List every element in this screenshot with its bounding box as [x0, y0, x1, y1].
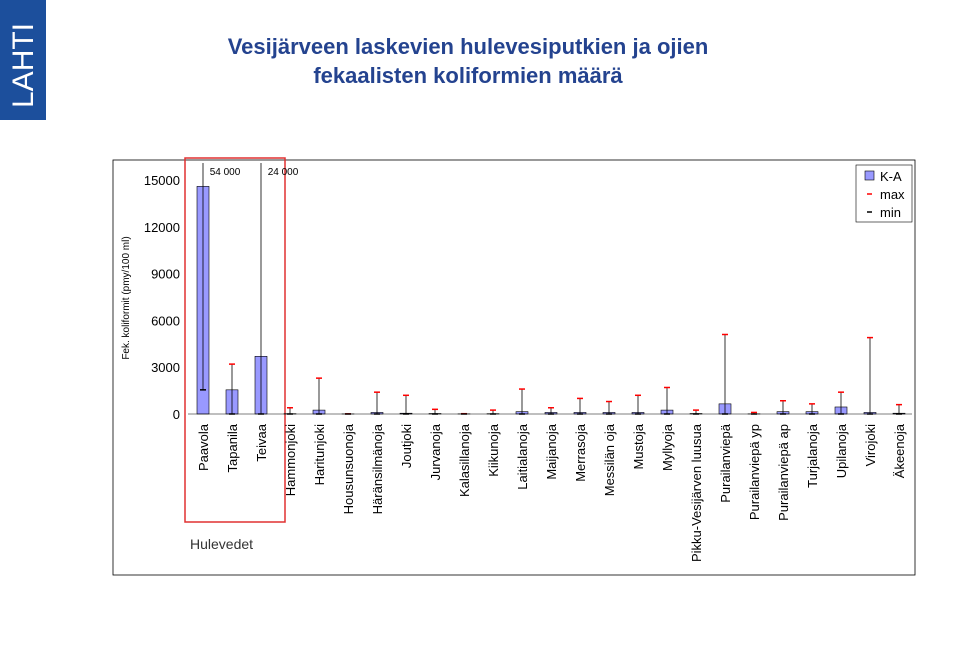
x-tick-label: Laitialanoja — [515, 423, 530, 490]
x-tick-label: Messilän oja — [602, 423, 617, 496]
x-tick-label: Purailanviepä — [718, 423, 733, 503]
x-tick-label: Turjalanoja — [805, 423, 820, 488]
x-tick-label: Myllyoja — [660, 423, 675, 471]
chart-frame — [113, 160, 915, 575]
legend-label: min — [880, 205, 901, 220]
x-tick-label: Purailanviepä yp — [747, 424, 762, 520]
y-tick-label: 9000 — [151, 267, 180, 282]
y-tick-label: 15000 — [144, 173, 180, 188]
x-tick-label: Pikku-Vesijärven luusua — [689, 423, 704, 562]
value-label: 54 000 — [210, 167, 241, 178]
title-line: Vesijärveen laskevien hulevesiputkien ja… — [228, 34, 709, 59]
x-tick-label: Joutjoki — [399, 424, 414, 468]
x-tick-label: Purailanviepä ap — [776, 424, 791, 521]
x-tick-label: Tapanila — [225, 423, 240, 472]
y-tick-label: 12000 — [144, 220, 180, 235]
legend-swatch — [865, 171, 874, 180]
x-tick-label: Merrasoja — [573, 423, 588, 482]
legend-label: max — [880, 187, 905, 202]
x-tick-label: Virojoki — [863, 424, 878, 467]
x-tick-label: Mustoja — [631, 423, 646, 469]
y-axis-label: Fek. koliformit (pmy/100 ml) — [121, 236, 132, 359]
x-tick-label: Upilanoja — [834, 423, 849, 478]
x-tick-label: Hammonjoki — [283, 424, 298, 496]
annotation: Hulevedet — [190, 536, 253, 552]
x-tick-label: Jurvanoja — [428, 423, 443, 480]
x-tick-label: Häränsilmänoja — [370, 423, 385, 514]
x-tick-label: Kiikunoja — [486, 423, 501, 477]
x-tick-label: Teivaa — [254, 423, 269, 461]
x-tick-label: Kalasillanoja — [457, 423, 472, 497]
legend-label: K-A — [880, 169, 902, 184]
title-line: fekaalisten koliformien määrä — [313, 63, 623, 88]
x-tick-label: Paavola — [196, 423, 211, 471]
y-tick-label: 3000 — [151, 360, 180, 375]
y-tick-label: 0 — [173, 407, 180, 422]
logo: LAHTI — [7, 23, 40, 108]
x-tick-label: Housunsuonoja — [341, 423, 356, 514]
x-tick-label: Maijanoja — [544, 423, 559, 479]
x-tick-label: Haritunjoki — [312, 424, 327, 486]
value-label: 24 000 — [268, 167, 299, 178]
y-tick-label: 6000 — [151, 313, 180, 328]
x-tick-label: Äkeenoja — [892, 423, 907, 478]
